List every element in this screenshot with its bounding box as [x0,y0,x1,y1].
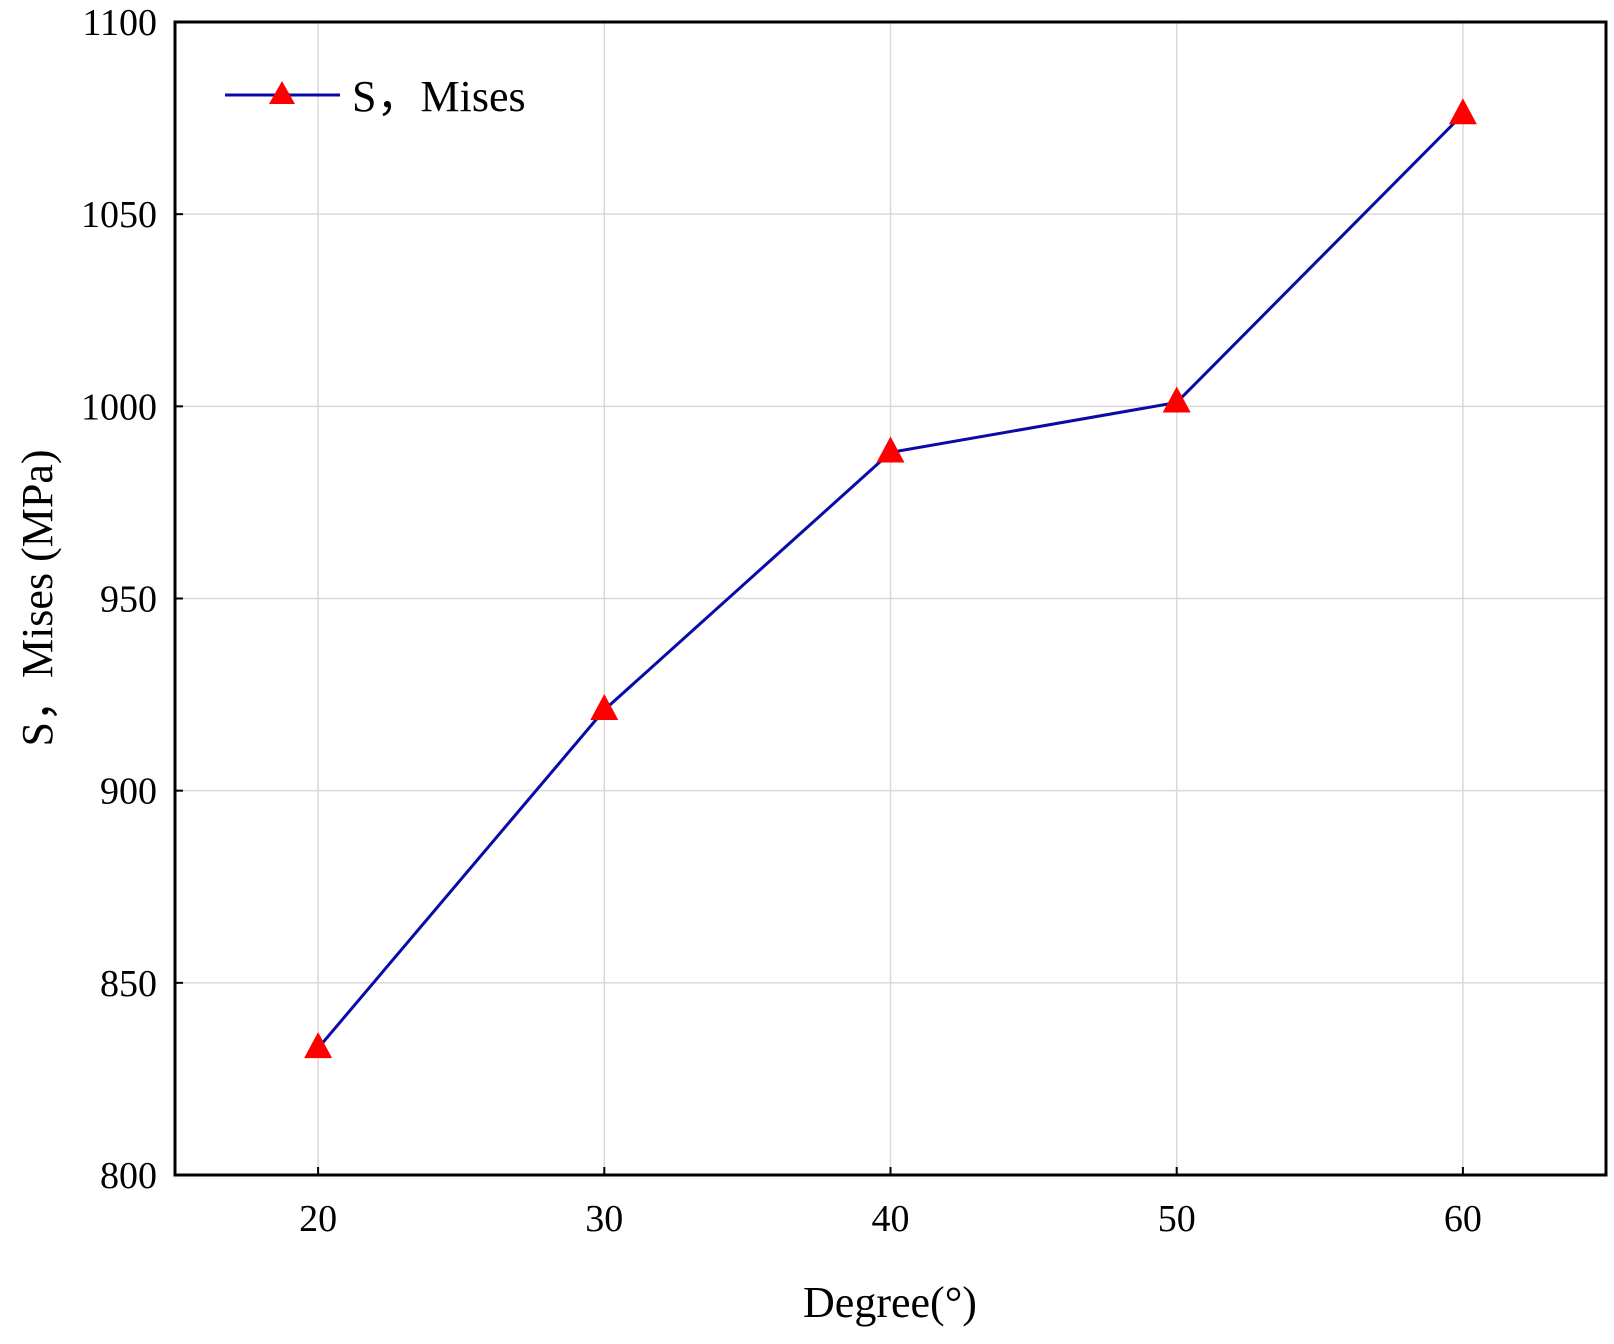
data-point-marker [590,693,619,720]
data-point-marker [1448,98,1477,125]
data-point-marker [304,1032,333,1059]
series-layer [304,98,1477,1059]
x-axis-title: Degree(°) [803,1278,977,1327]
y-tick-label: 900 [100,771,157,813]
y-tick-label: 1050 [81,194,157,236]
x-axis: 20 30 40 50 60 [299,1167,1482,1240]
y-tick-label: 800 [100,1155,157,1197]
data-point-marker [1162,386,1191,413]
y-tick-label: 1100 [82,2,157,44]
x-tick-label: 60 [1444,1198,1482,1240]
legend-marker-swatch [269,81,295,104]
x-tick-label: 50 [1158,1198,1196,1240]
y-tick-label: 1000 [81,386,157,428]
data-point-marker [876,436,905,463]
legend: S，Mises [225,72,526,121]
y-tick-label: 950 [100,579,157,621]
x-tick-label: 30 [585,1198,623,1240]
y-axis-title: S，Mises (MPa) [13,449,62,746]
x-tick-label: 20 [299,1198,337,1240]
x-tick-label: 40 [872,1198,910,1240]
legend-label: S，Mises [352,72,526,121]
y-tick-label: 850 [100,963,157,1005]
y-axis: 800 850 900 950 1000 1050 1100 [81,2,183,1197]
grid-lines [175,22,1606,1175]
